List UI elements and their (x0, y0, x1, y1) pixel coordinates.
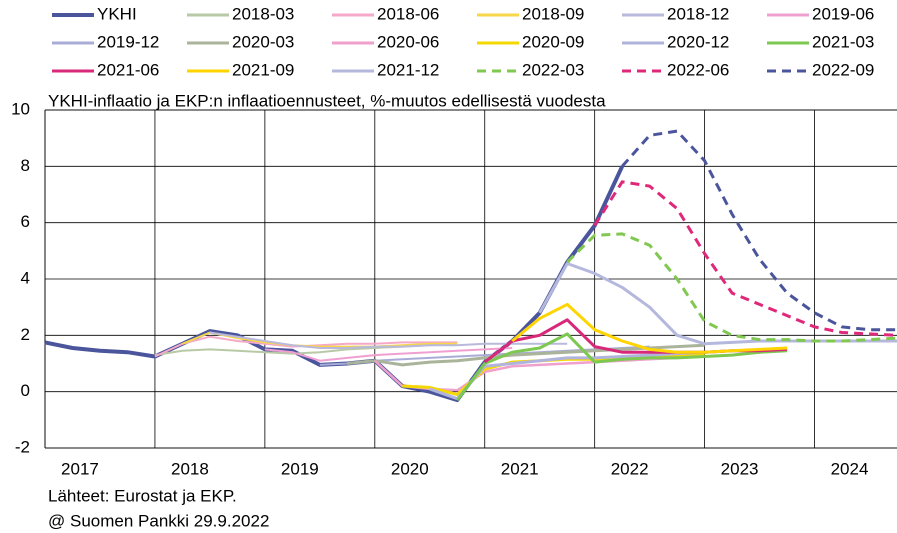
legend-label: 2020-12 (667, 32, 729, 51)
y-tick-label: 10 (11, 99, 30, 118)
y-tick-label: 4 (21, 268, 30, 287)
legend-label: 2020-09 (522, 32, 584, 51)
x-tick-label: 2022 (611, 459, 649, 478)
x-tick-label: 2023 (721, 459, 759, 478)
series-line (456, 332, 788, 401)
legend-label: 2020-03 (232, 32, 294, 51)
y-tick-label: 0 (21, 381, 30, 400)
source: Lähteet: Eurostat ja EKP. (48, 486, 237, 505)
y-tick-label: 6 (21, 212, 30, 231)
legend-label: 2018-06 (377, 4, 439, 23)
series-line (511, 302, 788, 354)
legend-label: 2018-09 (522, 4, 584, 23)
legend-label: 2019-12 (97, 32, 159, 51)
legend-label: 2021-03 (812, 32, 874, 51)
legend-label: 2021-12 (377, 60, 439, 79)
legend-label: 2018-12 (667, 4, 729, 23)
note: @ Suomen Pankki 29.9.2022 (48, 511, 269, 530)
legend-label: 2021-06 (97, 60, 159, 79)
y-tick-label: 2 (21, 325, 30, 344)
series-line (621, 129, 897, 332)
legend-label: YKHI (97, 4, 137, 23)
x-tick-label: 2017 (61, 459, 99, 478)
y-tick-label: 8 (21, 156, 30, 175)
legend-label: 2021-09 (232, 60, 294, 79)
legend-label: 2022-03 (522, 60, 584, 79)
legend-label: 2020-06 (377, 32, 439, 51)
x-tick-label: 2020 (391, 459, 429, 478)
y-tick-label: -2 (15, 437, 30, 456)
legend-label: 2019-06 (812, 4, 874, 23)
series-line (538, 262, 897, 346)
x-tick-label: 2018 (171, 459, 209, 478)
series-line (593, 180, 897, 337)
legend-label: 2022-09 (812, 60, 874, 79)
x-tick-label: 2019 (281, 459, 319, 478)
legend-label: 2022-06 (667, 60, 729, 79)
chart-title: YKHI-inflaatio ja EKP:n inflaatioennuste… (48, 91, 606, 110)
series-line (566, 232, 897, 343)
legend-label: 2018-03 (232, 4, 294, 23)
x-tick-label: 2021 (501, 459, 539, 478)
x-tick-label: 2024 (831, 459, 869, 478)
series-line (264, 347, 513, 362)
